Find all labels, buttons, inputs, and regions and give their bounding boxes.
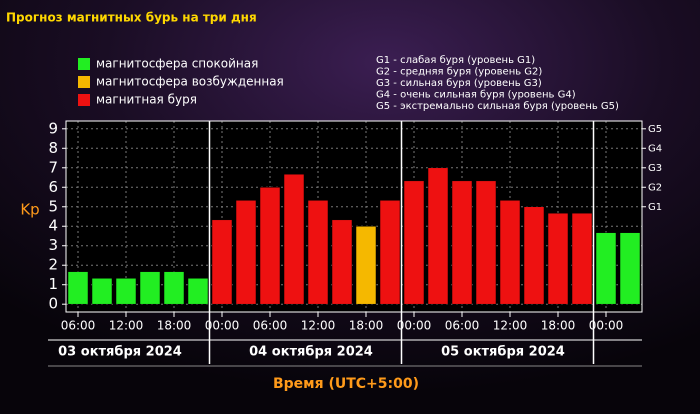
plot-area: [66, 121, 642, 312]
x-tick-label: 00:00: [589, 319, 624, 333]
y-tick-label: 6: [48, 178, 58, 196]
date-label: 04 октября 2024: [249, 345, 373, 360]
storm-note: G4 - очень сильная буря (уровень G4): [376, 90, 576, 101]
bar: [451, 180, 473, 305]
legend-label: магнитосфера возбужденная: [96, 75, 284, 89]
storm-note: G3 - сильная буря (уровень G3): [376, 78, 542, 89]
chart-title: Прогноз магнитных бурь на три дня: [6, 11, 257, 25]
x-tick-label: 12:00: [109, 319, 144, 333]
bar: [355, 225, 377, 305]
y-axis-label: Kp: [20, 201, 39, 219]
bar: [379, 200, 401, 305]
y-tick-label: 5: [48, 197, 58, 215]
y-tick-label: 2: [48, 256, 58, 274]
date-label: 05 октября 2024: [441, 345, 565, 360]
legend-label: магнитная буря: [96, 93, 197, 107]
plot-frame: [65, 120, 643, 313]
bar: [307, 200, 329, 305]
bar: [475, 180, 497, 305]
legend-label: магнитосфера спокойная: [96, 57, 258, 71]
x-tick-label: 06:00: [445, 319, 480, 333]
y-tick-label: 4: [48, 217, 58, 235]
y-tick-label: 8: [48, 139, 58, 157]
bar: [235, 200, 257, 305]
x-tick-label: 00:00: [205, 319, 240, 333]
y-tick-label: 0: [48, 295, 58, 313]
date-label: 03 октября 2024: [58, 345, 182, 360]
bar: [619, 232, 641, 305]
y2-tick-label: G4: [648, 143, 662, 154]
bar: [523, 206, 545, 305]
y2-tick-label: G5: [648, 124, 662, 135]
bar: [595, 232, 617, 305]
y-tick-label: 7: [48, 158, 58, 176]
legend-swatch: [78, 58, 90, 70]
bar: [91, 278, 113, 305]
bar: [187, 278, 209, 305]
x-tick-label: 18:00: [541, 319, 576, 333]
legend-swatch: [78, 76, 90, 88]
bar: [115, 278, 137, 305]
storm-note: G5 - экстремально сильная буря (уровень …: [376, 101, 619, 112]
y2-tick-label: G1: [648, 202, 662, 213]
bar: [427, 167, 449, 305]
legend-swatch: [78, 94, 90, 106]
x-tick-label: 18:00: [157, 319, 192, 333]
bar: [259, 187, 281, 305]
bar: [139, 271, 161, 305]
x-tick-label: 00:00: [397, 319, 432, 333]
x-axis-label: Время (UTC+5:00): [273, 376, 419, 392]
storm-note: G1 - слабая буря (уровень G1): [376, 55, 535, 66]
bar: [547, 212, 569, 305]
bar: [499, 200, 521, 305]
bar: [163, 271, 185, 305]
bar: [283, 173, 305, 305]
y-tick-label: 1: [48, 275, 58, 293]
bar: [211, 219, 233, 305]
x-tick-label: 12:00: [493, 319, 528, 333]
x-tick-label: 12:00: [301, 319, 336, 333]
x-tick-label: 06:00: [61, 319, 96, 333]
x-tick-label: 18:00: [349, 319, 384, 333]
bar: [403, 180, 425, 305]
storm-note: G2 - средняя буря (уровень G2): [376, 67, 542, 78]
bar: [67, 271, 89, 305]
y2-tick-label: G2: [648, 182, 662, 193]
y-tick-label: 9: [48, 119, 58, 137]
y-tick-label: 3: [48, 236, 58, 254]
x-tick-label: 06:00: [253, 319, 288, 333]
y2-tick-label: G3: [648, 163, 662, 174]
bar: [331, 219, 353, 305]
bar: [571, 212, 593, 305]
